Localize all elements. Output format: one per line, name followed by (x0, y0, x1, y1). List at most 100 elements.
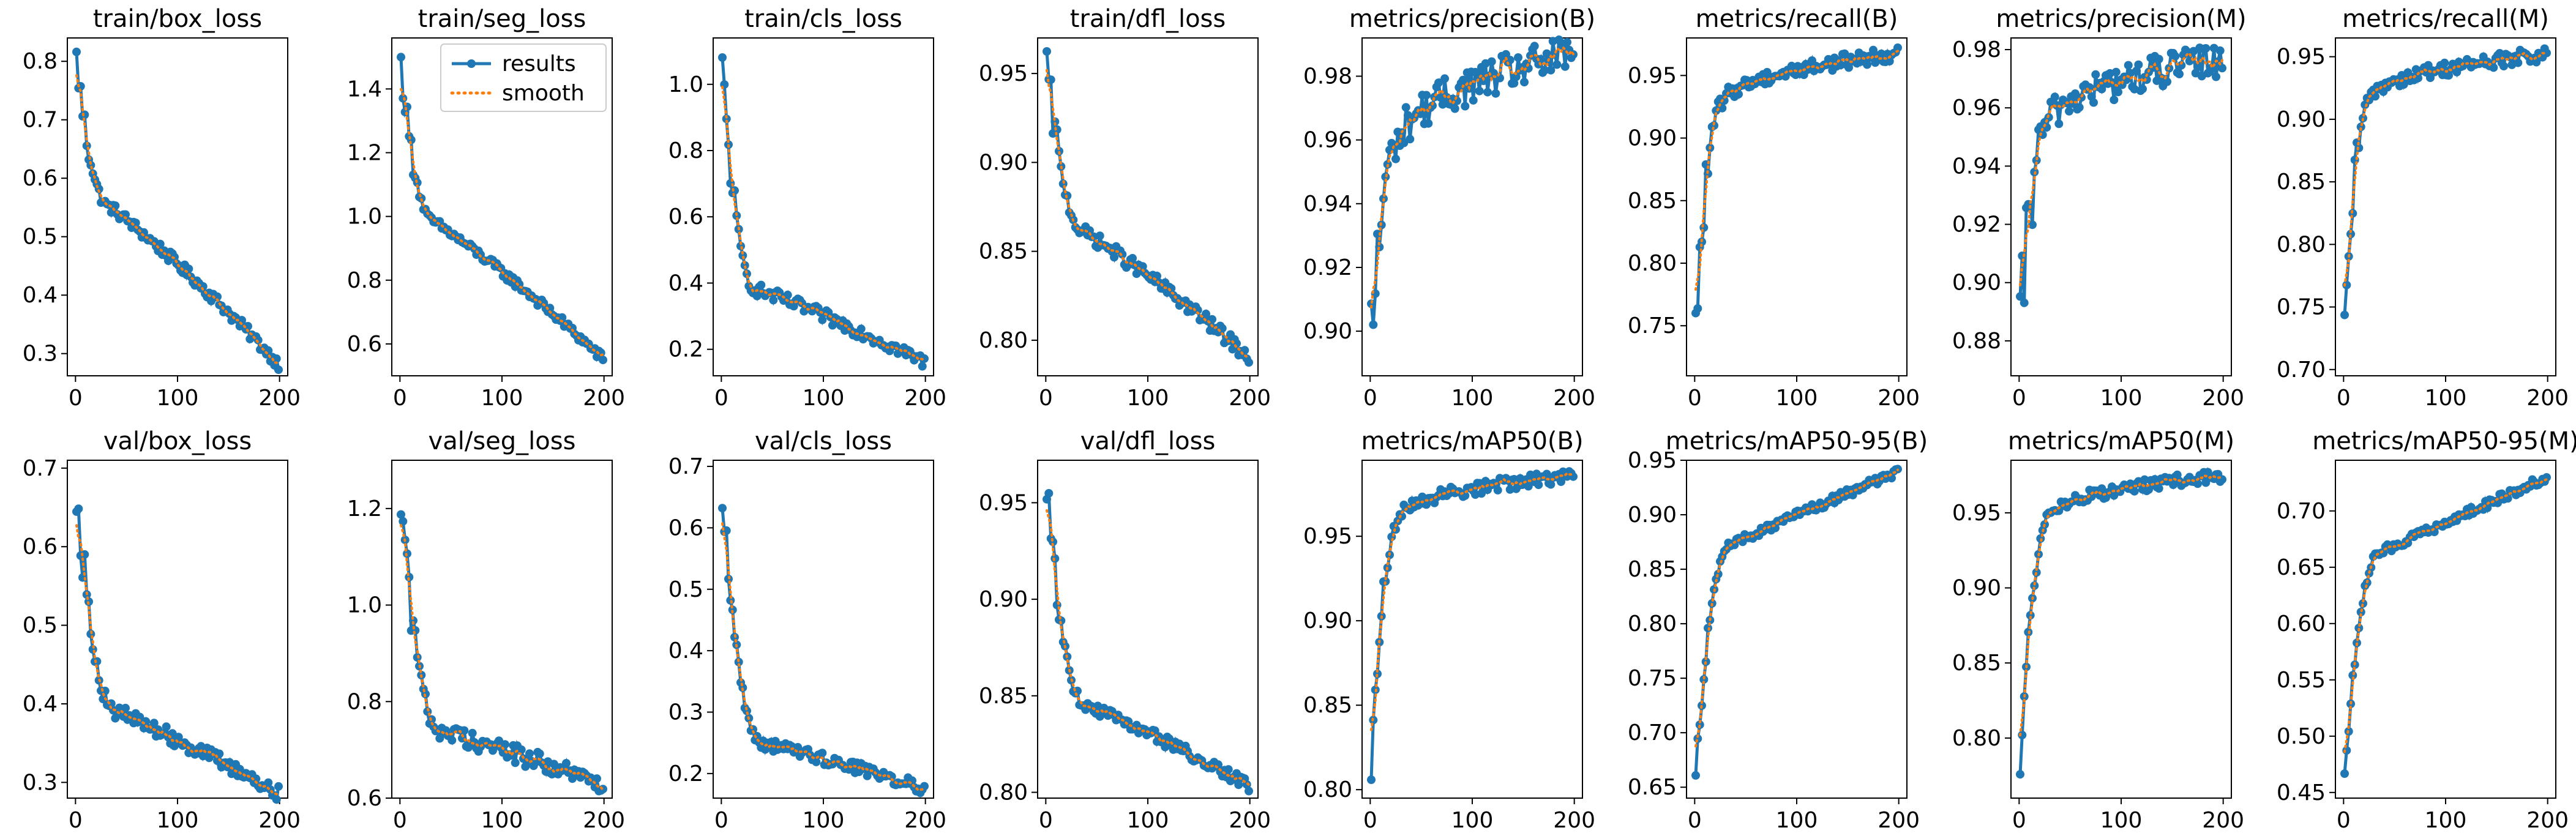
results-point (525, 749, 534, 758)
axes-frame (2335, 460, 2556, 799)
y-tick-label: 1.0 (668, 72, 703, 97)
subplot: val/seg_loss 0.6 0.8 1.0 1.2 0 100 200 (347, 427, 625, 833)
results-point (2130, 487, 2139, 496)
results-point (1560, 62, 1570, 71)
x-tick-label: 100 (2425, 386, 2467, 411)
y-tick-label: 0.85 (1303, 693, 1352, 718)
x-tick-label: 100 (1451, 808, 1494, 833)
x-tick-label: 0 (2012, 808, 2026, 833)
results-point (2089, 98, 2098, 107)
smooth-line (1694, 50, 1899, 291)
results-point (757, 280, 766, 289)
results-point (1477, 489, 1486, 498)
results-point (1546, 65, 1556, 75)
subplot-title: val/cls_loss (755, 427, 892, 455)
y-tick-label: 0.45 (2277, 780, 2326, 805)
results-point (535, 749, 544, 758)
results-point (1493, 485, 1502, 495)
subplot-title: metrics/mAP50(B) (1361, 427, 1583, 455)
results-line (1045, 493, 1251, 792)
results-point (1245, 358, 1253, 367)
results-point (1434, 78, 1443, 88)
x-tick-label: 100 (1776, 808, 1818, 833)
results-point (2532, 58, 2541, 67)
results-point (1369, 320, 1378, 329)
results-point (562, 759, 571, 768)
y-tick-label: 0.85 (1628, 557, 1677, 582)
results-point (2065, 106, 2073, 116)
y-tick-label: 0.8 (668, 138, 703, 163)
smooth-line (1046, 509, 1250, 786)
results-point (722, 114, 731, 124)
smooth-line (1694, 468, 1899, 748)
results-point (2030, 581, 2039, 590)
results-point (1234, 780, 1243, 790)
results-point (2218, 64, 2226, 73)
y-tick-label: 0.80 (1303, 777, 1352, 802)
results-point (1461, 102, 1470, 111)
y-tick-label: 0.80 (979, 328, 1028, 353)
results-point (2514, 58, 2523, 67)
results-point (2050, 92, 2059, 102)
results-point (2340, 310, 2349, 319)
results-point (1193, 305, 1202, 315)
results-point (2075, 103, 2084, 112)
y-tick-label: 0.95 (1628, 63, 1677, 88)
y-tick-label: 0.85 (979, 684, 1028, 709)
results-point (1367, 299, 1376, 308)
smooth-line (400, 524, 604, 792)
results-point (2042, 123, 2051, 132)
subplot-title: metrics/mAP50-95(B) (1666, 427, 1928, 455)
results-point (1510, 78, 1519, 88)
x-tick-label: 0 (2337, 386, 2351, 411)
x-tick-label: 100 (481, 808, 523, 833)
results-point (2489, 63, 2498, 72)
y-tick-label: 0.3 (23, 770, 58, 795)
y-tick-label: 0.8 (347, 689, 382, 714)
y-tick-label: 0.6 (23, 166, 58, 191)
results-point (2201, 44, 2211, 53)
y-tick-label: 0.75 (1628, 313, 1677, 338)
results-point (80, 550, 89, 559)
y-tick-label: 0.85 (1952, 651, 2001, 676)
results-point (593, 774, 601, 783)
results-point (2356, 608, 2365, 616)
y-tick-label: 0.92 (1303, 255, 1352, 280)
subplot-title: metrics/mAP50-95(M) (2312, 427, 2576, 455)
y-tick-label: 0.5 (23, 225, 58, 250)
y-tick-label: 0.90 (2277, 107, 2326, 132)
results-point (121, 703, 130, 712)
results-point (1546, 480, 1556, 489)
y-tick-label: 0.90 (979, 587, 1028, 612)
y-tick-label: 0.90 (1952, 271, 2001, 296)
y-tick-label: 0.6 (347, 786, 382, 811)
x-tick-label: 0 (69, 386, 83, 411)
results-point (1469, 95, 1478, 105)
y-tick-label: 0.5 (23, 613, 58, 638)
results-point (1044, 489, 1054, 498)
subplot: train/cls_loss 0.2 0.4 0.6 0.8 1.0 0 100 200 (668, 5, 946, 411)
x-tick-label: 200 (904, 808, 946, 833)
results-point (162, 722, 171, 731)
results-point (244, 322, 252, 331)
x-tick-label: 200 (583, 808, 625, 833)
y-tick-label: 0.6 (668, 204, 703, 230)
results-point (468, 728, 477, 738)
results-point (2342, 280, 2351, 289)
results-point (1536, 54, 1545, 64)
subplot-title: metrics/precision(B) (1349, 5, 1595, 33)
smooth-line (2019, 51, 2223, 286)
x-tick-label: 0 (1688, 808, 1702, 833)
results-point (397, 510, 405, 519)
results-point (1202, 309, 1210, 318)
y-tick-label: 0.4 (668, 638, 703, 663)
results-point (2114, 88, 2122, 97)
x-tick-label: 0 (393, 808, 407, 833)
y-tick-label: 0.90 (1952, 576, 2001, 601)
x-tick-label: 0 (714, 808, 728, 833)
y-tick-label: 0.65 (1628, 775, 1677, 800)
subplot: metrics/mAP50(B) 0.80 0.85 0.90 0.95 0 100 200 (1303, 427, 1595, 833)
y-tick-label: 0.8 (347, 268, 382, 293)
results-point (2054, 119, 2064, 129)
results-point (856, 324, 866, 334)
